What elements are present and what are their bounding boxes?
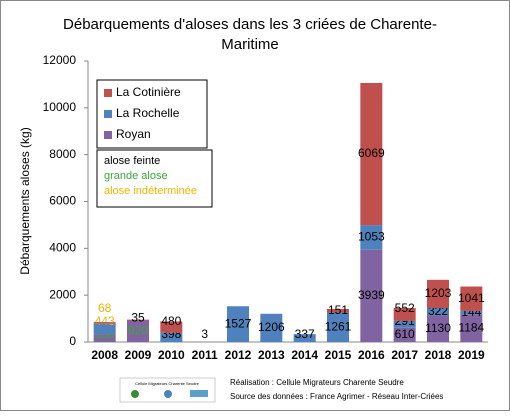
data-label: 480 [161,314,181,328]
label-legend-item: alose indéterminée [104,185,197,197]
data-label: 1130 [425,321,451,335]
y-tick-label: 4000 [49,241,76,255]
legend-label: La Cotinière [116,85,181,99]
data-label: 337 [295,327,315,341]
y-tick-label: 8000 [49,147,76,161]
data-label: 1261 [325,319,352,333]
label-legend-item: grande alose [104,170,168,182]
data-label: 3939 [358,288,385,302]
y-tick-label: 6000 [49,194,76,208]
x-tick-label: 2015 [325,348,352,362]
legend-swatch [104,131,112,139]
data-label: 68 [98,301,112,315]
chart-title: Débarquements d'aloses dans les 3 criées… [63,16,437,33]
data-label: 920 [128,323,148,337]
data-label: 3 [201,327,208,341]
x-tick-label: 2016 [358,348,385,362]
y-tick-label: 12000 [43,53,77,67]
chart-title: Maritime [221,36,279,53]
data-label: 6069 [358,146,385,160]
x-tick-label: 2017 [391,348,418,362]
data-label: 35 [131,310,145,324]
logo-icon [190,390,208,397]
x-tick-label: 2009 [125,348,152,362]
legend-label: La Rochelle [116,106,180,120]
footer-text: Source des données : France Agrimer - Ré… [230,392,443,401]
x-tick-label: 2014 [291,348,318,362]
logo-icon [164,390,172,398]
data-label: 1053 [358,230,385,244]
data-label: 552 [395,301,415,315]
x-tick-label: 2008 [91,348,118,362]
logo-icon [131,390,139,398]
x-tick-label: 2010 [158,348,185,362]
y-axis-label: Débarquements aloses (kg) [18,127,32,274]
data-label: 1206 [258,320,285,334]
legend-swatch [104,110,112,118]
legend-label: Royan [116,127,151,141]
bar-segment [94,322,116,324]
x-tick-label: 2018 [425,348,452,362]
y-tick-label: 0 [69,334,76,348]
x-tick-label: 2013 [258,348,285,362]
x-tick-label: 2019 [458,348,485,362]
data-label: 1184 [458,320,484,334]
data-label: 1203 [425,286,452,300]
data-label: 443 [95,314,115,328]
logo-text: Cellule Migrateurs Charente Seudre [135,381,200,386]
data-label: 1041 [458,291,485,305]
x-tick-label: 2011 [192,348,218,362]
data-label: 151 [328,303,348,317]
footer-text: Réalisation : Cellule Migrateurs Charent… [230,378,404,387]
y-tick-label: 10000 [43,100,77,114]
y-tick-label: 2000 [49,287,76,301]
legend-swatch [104,89,112,97]
data-label: 610 [395,327,415,341]
x-tick-label: 2012 [225,348,252,362]
label-legend-item: alose feinte [104,155,160,167]
data-label: 1527 [225,316,252,330]
